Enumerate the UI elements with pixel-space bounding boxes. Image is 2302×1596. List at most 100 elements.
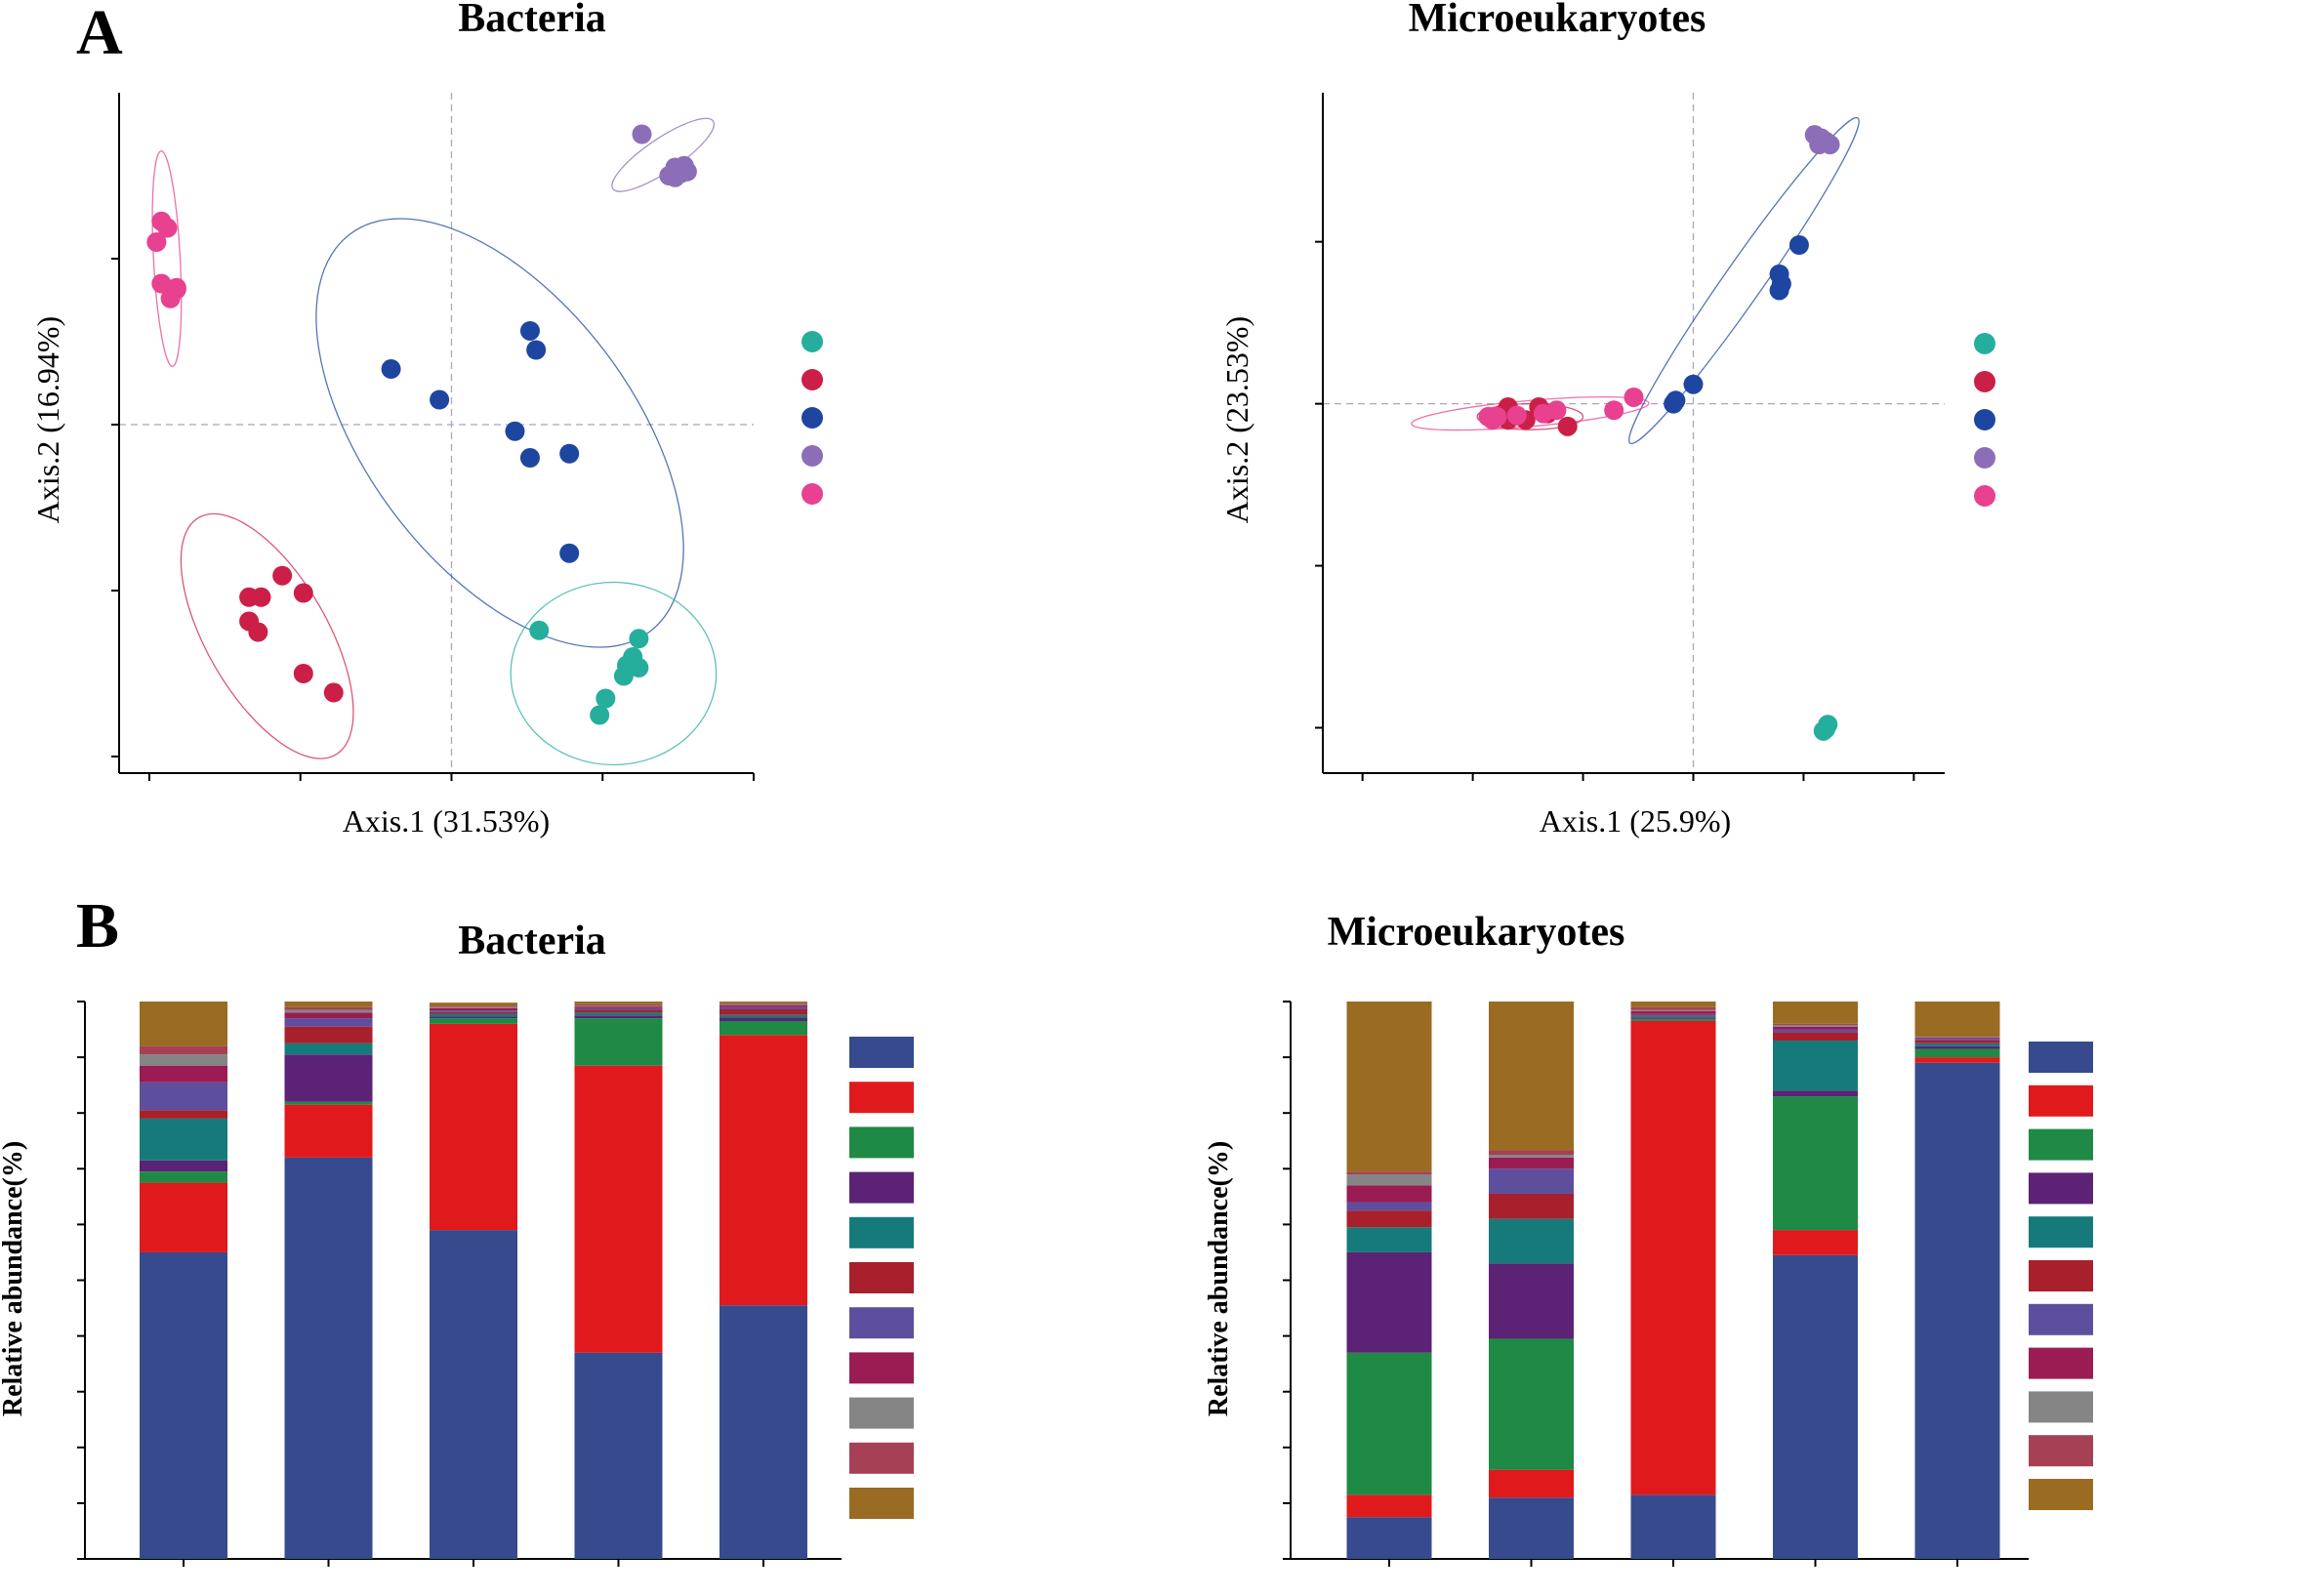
bars-microeukaryotes-bar-segment-others [1630, 1002, 1716, 1007]
bars-microeukaryotes-bar-segment-fungi [1489, 1150, 1574, 1156]
pcoa-microeukaryotes-point-eap [1683, 374, 1704, 394]
bars-bacteria-bar-segment-cyanobacteria [574, 1018, 663, 1066]
bars-microeukaryotes-bar-segment-chlorophyta [1346, 1517, 1432, 1559]
bars-microeukaryotes-bar-segment-ciliophora [1914, 1057, 2000, 1063]
bars-bacteria-bar-segment-dadabacteria [719, 1004, 807, 1007]
bars-microeukaryotes-bar-segment-arthropoda [1489, 1168, 1574, 1194]
pcoa-bacteria-point-eap [505, 421, 525, 441]
bars-bacteria-bar-segment-cyanobacteria [284, 1101, 373, 1105]
bars-microeukaryotes-bar-segment-arthropoda [1630, 1013, 1716, 1016]
bars-microeukaryotes-legend-swatch-bacillariophyta [2029, 1216, 2093, 1248]
bars-microeukaryotes-legend-swatch-others [2029, 1479, 2093, 1510]
bars-microeukaryotes-bar-segment-ciliophora [1489, 1469, 1574, 1498]
pcoa-microeukaryotes-point-eap [1769, 280, 1789, 301]
pcoa-bacteria-point-csa [293, 664, 313, 683]
bars-bacteria-legend-swatch-chloroflexi [849, 1307, 914, 1339]
pcoa-bacteria-point-eap [559, 543, 580, 563]
bars-microeukaryotes-bar-segment-apicomplexa [1489, 1157, 1574, 1169]
pcoa-bacteria-chart: Bacteria Axis.1 (31.53%) Axis.2 (16.94%) [30, 0, 823, 839]
bars-bacteria-bar-segment-firmicutes [574, 1015, 663, 1019]
pcoa-bacteria-point-cap [596, 688, 616, 709]
bars-bacteria-legend-swatch-proteobacteria [849, 1037, 914, 1068]
bars-microeukaryotes-bar-segment-bacillariophyta [1489, 1218, 1574, 1264]
pcoa-microeukaryotes-point-pca [1487, 406, 1507, 427]
bars-bacteria-bar-segment-others [140, 1002, 227, 1046]
bars-bacteria-bar-segment-actinobacteria [284, 1104, 373, 1158]
bars-bacteria-bar-segment-bacteroidetes [574, 1009, 663, 1013]
bars-bacteria-bar-segment-chloroflexi [719, 1006, 807, 1009]
pcoa-bacteria-point-cap [629, 658, 649, 678]
bars-microeukaryotes-bar-segment-arthropoda [1346, 1202, 1432, 1211]
bars-bacteria-bar-segment-actinobacteria [574, 1065, 663, 1353]
bars-bacteria-bar-segment-chloroflexi [284, 1018, 373, 1027]
bars-bacteria-bar-segment-chloroflexi [140, 1082, 227, 1111]
bars-bacteria-bar-segment-acidobacteria [140, 1118, 227, 1161]
bars-bacteria-bar-segment-cyanobacteria [719, 1020, 807, 1036]
bars-microeukaryotes-bar-segment-cryptophyta [1773, 1032, 1858, 1041]
pcoa-bacteria-point-cap [529, 620, 550, 640]
pcoa-microeukaryotes-legend-swatch-cap [1974, 333, 1995, 354]
bars-bacteria-bar-segment-gemmatimonadetes [574, 1004, 663, 1007]
bars-microeukaryotes-legend-swatch-chlorophyta [2029, 1042, 2093, 1073]
pcoa-bacteria-point-pca [151, 273, 172, 294]
pcoa-microeukaryotes-chart: Microeukaryotes Axis.1 (25.9%) Axis.2 (2… [1219, 0, 1995, 839]
bars-bacteria-bar-segment-planctomycetes [574, 1003, 663, 1005]
bars-microeukaryotes-bar-segment-others [1914, 1002, 2000, 1037]
bars-microeukaryotes-bar-segment-bacillariophyta [1773, 1040, 1858, 1091]
pcoa-bacteria-point-pca [157, 218, 178, 238]
bars-microeukaryotes-bar-segment-chlorophyta [1914, 1062, 2000, 1559]
bars-microeukaryotes-bar-segment-apicomplexa [1773, 1026, 1858, 1030]
bars-bacteria-bar-segment-proteobacteria [719, 1305, 807, 1559]
bars-bacteria-bar-segment-acidobacteria [284, 1043, 373, 1055]
bars-microeukaryotes-bar-segment-cercozoa [1773, 1090, 1858, 1097]
bars-microeukaryotes-bar-segment-arthropoda [1773, 1029, 1858, 1033]
pcoa-bacteria-point-csa [293, 583, 313, 603]
bars-microeukaryotes-bar-segment-cercozoa [1630, 1018, 1716, 1020]
pcoa-bacteria-point-eap [519, 320, 540, 341]
bars-bacteria-bar-segment-actinobacteria [430, 1023, 517, 1231]
bars-bacteria-legend-swatch-gemmatimonadetes [849, 1397, 914, 1429]
bars-bacteria-bar-segment-dadabacteria [574, 1006, 663, 1008]
bars-microeukaryotes-bar-segment-cryptophyta [1630, 1015, 1716, 1017]
pcoa-bacteria-point-csa [248, 622, 268, 642]
bars-microeukaryotes-bar-segment-chordata [1773, 1024, 1858, 1027]
pcoa-bacteria-point-pca [166, 279, 186, 300]
bars-microeukaryotes-legend-swatch-cryptophyta [2029, 1260, 2093, 1291]
pcoa-microeukaryotes-point-pca [1506, 405, 1527, 426]
bars-bacteria-bar-segment-acidobacteria [719, 1014, 807, 1018]
bars-microeukaryotes-bar-segment-ciliophora [1630, 1020, 1716, 1495]
bars-bacteria-bar-segment-actinobacteria [140, 1182, 227, 1252]
bars-microeukaryotes-bar-segment-cryptophyta [1489, 1193, 1574, 1219]
bars-bacteria-bar-segment-firmicutes [284, 1054, 373, 1102]
bars-microeukaryotes-legend-swatch-arthropoda [2029, 1303, 2093, 1335]
bars-bacteria-bar-segment-planctomycetes [284, 1006, 373, 1010]
bars-bacteria-bar-segment-gemmatimonadetes [284, 1009, 373, 1013]
bars-bacteria-bar-segment-dadabacteria [284, 1012, 373, 1019]
pcoa-bacteria-point-cap [629, 629, 649, 649]
bars-bacteria-bar-segment-proteobacteria [140, 1251, 227, 1559]
bars-bacteria-legend-swatch-bacteroidetes [849, 1262, 914, 1293]
pcoa-bacteria-point-etp [674, 155, 694, 176]
pcoa-bacteria-ellipse-pca [151, 149, 183, 368]
pcoa-bacteria-point-etp [632, 124, 652, 144]
panel-a-letter: A [76, 0, 123, 68]
pcoa-microeukaryotes-ellipse-eap [1628, 116, 1860, 445]
pcoa-microeukaryotes-point-csa [1557, 416, 1578, 436]
bars-microeukaryotes-bar-segment-bacillariophyta [1630, 1016, 1716, 1019]
bars-microeukaryotes-title: Microeukaryotes [1328, 910, 1625, 955]
bars-bacteria-legend-swatch-others [849, 1488, 914, 1519]
pcoa-bacteria-ellipse-etp [611, 117, 715, 192]
bars-microeukaryotes-chart: Microeukaryotes Relative abundance(%) [1204, 910, 2093, 1567]
pcoa-bacteria-point-cap [613, 666, 634, 686]
bars-microeukaryotes-bar-segment-dinophyceae [1346, 1352, 1432, 1495]
bars-microeukaryotes-bar-segment-apicomplexa [1914, 1038, 2000, 1040]
pcoa-microeukaryotes-point-eap [1788, 234, 1809, 255]
bars-bacteria-bar-segment-planctomycetes [430, 1005, 517, 1007]
bars-bacteria-bar-segment-cyanobacteria [140, 1171, 227, 1183]
bars-microeukaryotes-bar-segment-cercozoa [1489, 1263, 1574, 1339]
pcoa-bacteria-title: Bacteria [458, 0, 606, 41]
pcoa-bacteria-point-eap [559, 443, 580, 464]
bars-microeukaryotes-bar-segment-chordata [1914, 1036, 2000, 1039]
bars-bacteria-bar-segment-dadabacteria [430, 1007, 517, 1011]
